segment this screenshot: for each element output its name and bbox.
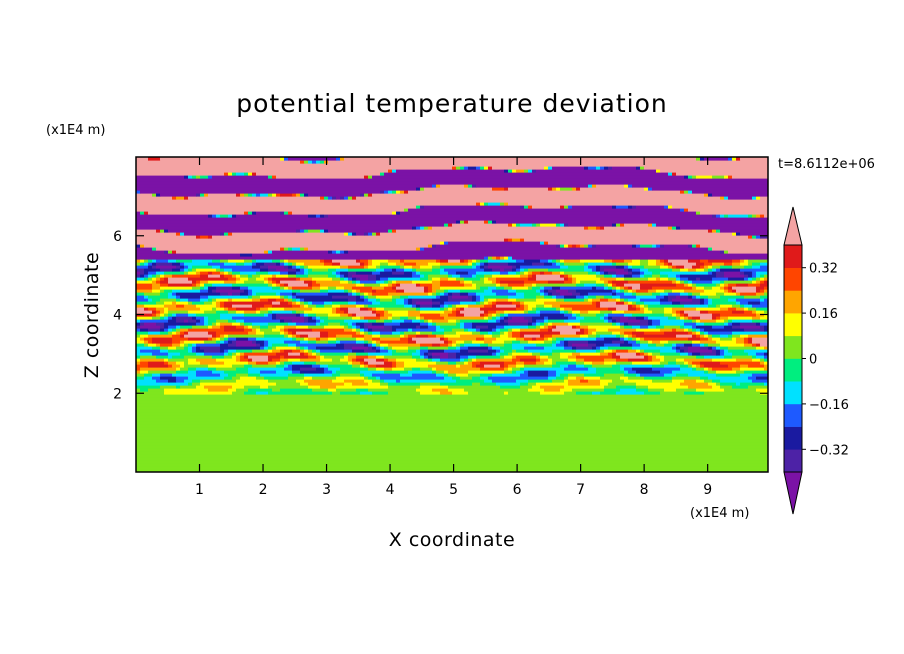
colorbar-swatch (784, 267, 802, 291)
colorbar-extend-min (783, 471, 803, 515)
y-tick-label: 2 (113, 386, 122, 402)
colorbar-swatch (784, 426, 802, 450)
x-tick-label: 1 (195, 482, 204, 498)
x-tick-label: 9 (703, 482, 712, 498)
y-tick-label: 4 (113, 308, 122, 324)
y-unit-label: (x1E4 m) (46, 123, 105, 138)
colorbar-swatch (784, 335, 802, 359)
colorbar-swatch (784, 358, 802, 382)
time-label: t=8.6112e+06 (778, 157, 875, 172)
colorbar-swatch (784, 245, 802, 268)
colorbar-tick-label: 0.16 (809, 307, 838, 322)
colorbar-extend-max (783, 206, 803, 246)
heatmap-field (136, 157, 768, 472)
colorbar-swatch (784, 290, 802, 314)
x-unit-label: (x1E4 m) (690, 506, 749, 521)
colorbar: −0.32 −0.16 0 0.16 0.32 (783, 206, 849, 515)
chart-title: potential temperature deviation (236, 89, 667, 118)
colorbar-tick-label: 0.32 (809, 262, 838, 277)
colorbar-swatch (784, 313, 802, 337)
x-tick-label: 7 (576, 482, 585, 498)
colorbar-tick-label: −0.16 (809, 398, 849, 413)
x-tick-label: 8 (640, 482, 649, 498)
colorbar-swatch (784, 403, 802, 427)
x-tick-label: 2 (259, 482, 268, 498)
x-tick-label: 3 (322, 482, 331, 498)
y-axis-label: Z coordinate (81, 252, 103, 378)
colorbar-swatch (784, 381, 802, 405)
x-axis-label: X coordinate (389, 529, 515, 551)
y-tick-label: 6 (113, 229, 122, 245)
x-tick-label: 5 (449, 482, 458, 498)
y-axis: 2 4 6 (113, 229, 768, 402)
colorbar-tick-label: −0.32 (809, 443, 849, 458)
colorbar-swatch (784, 449, 802, 473)
x-tick-label: 6 (513, 482, 522, 498)
x-tick-label: 4 (386, 482, 395, 498)
x-axis: 1 2 3 4 5 6 7 8 9 (195, 157, 712, 498)
colorbar-tick-label: 0 (809, 353, 817, 368)
